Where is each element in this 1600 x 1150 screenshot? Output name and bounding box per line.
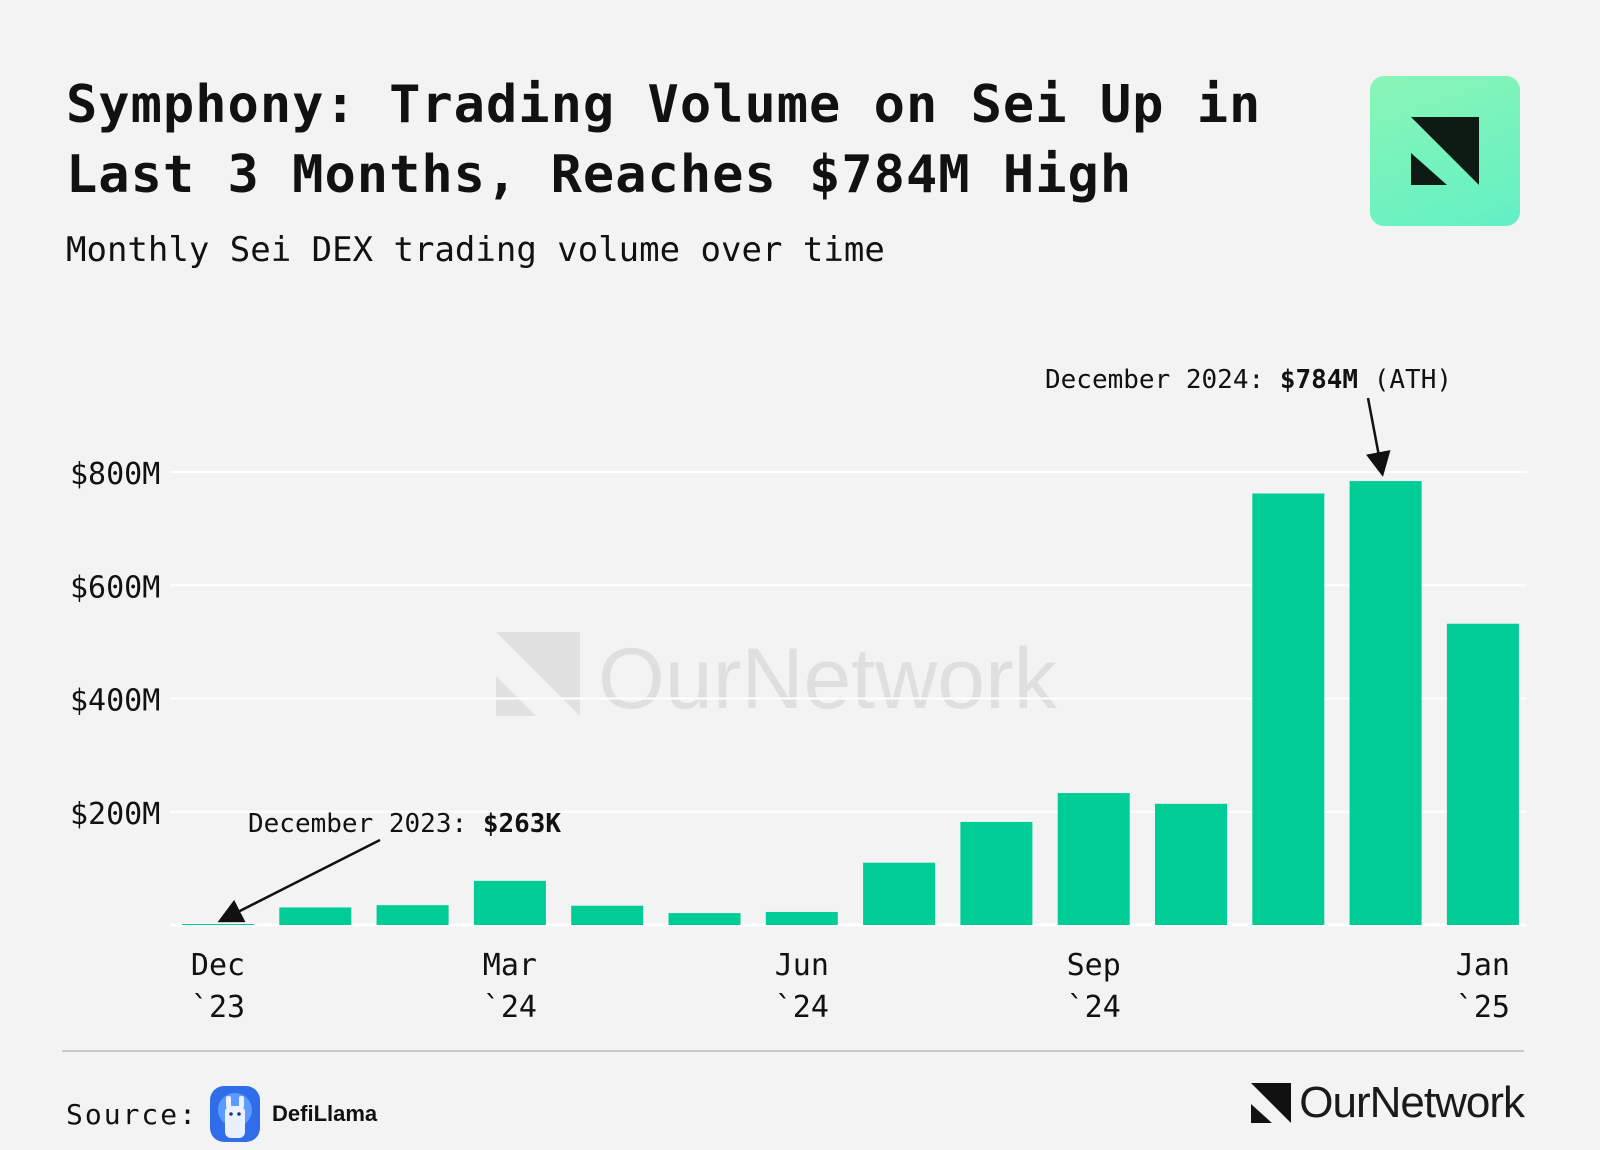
bar xyxy=(473,880,546,925)
x-tick-label: Jan `25 xyxy=(1456,948,1510,1025)
y-tick-label: $600M xyxy=(70,570,160,605)
chart-title: Symphony: Trading Volume on Sei Up in La… xyxy=(66,75,1262,205)
bar xyxy=(765,911,838,925)
annotation-label: December 2024: $784M (ATH) xyxy=(1045,365,1452,395)
bar xyxy=(1155,803,1227,925)
ournetwork-logo-icon xyxy=(1411,117,1479,185)
brand-name: OurNetwork xyxy=(1299,1078,1525,1127)
bar xyxy=(376,905,449,925)
y-tick-label: $400M xyxy=(70,684,160,719)
defillama-logo-icon xyxy=(210,1086,261,1142)
bar xyxy=(1057,793,1130,925)
annotation-arrow xyxy=(1366,397,1391,477)
brand-mark: OurNetwork xyxy=(1251,1078,1525,1128)
bar xyxy=(1252,493,1325,925)
footer-divider xyxy=(62,1050,1524,1052)
source-label: Source: xyxy=(66,1097,199,1131)
annotation-label: December 2023: $263K xyxy=(248,809,561,839)
ournetwork-logo-tile xyxy=(1370,76,1520,226)
watermark xyxy=(496,632,580,716)
x-tick-label: Jun `24 xyxy=(775,948,829,1025)
ournetwork-brand-icon xyxy=(1251,1083,1292,1123)
bar xyxy=(960,821,1033,925)
watermark-text: OurNetwork xyxy=(598,631,1058,727)
x-tick-label: Sep `24 xyxy=(1067,948,1121,1025)
bar xyxy=(1446,623,1519,925)
x-tick-label: Mar `24 xyxy=(483,948,537,1025)
bar xyxy=(279,907,352,925)
x-tick-label: Dec `23 xyxy=(191,948,245,1025)
annotation-arrow xyxy=(217,838,381,923)
source-name: DefiLlama xyxy=(272,1101,378,1126)
bar-chart: OurNetwork $200M $400M $600M $800M Dec `23 Mar `… xyxy=(70,365,1527,1025)
chart-subtitle: Monthly Sei DEX trading volume over time xyxy=(66,230,885,270)
bar xyxy=(571,905,644,925)
y-tick-label: $200M xyxy=(70,797,160,832)
y-tick-label: $800M xyxy=(70,457,160,492)
bar xyxy=(863,862,936,925)
bar xyxy=(1349,481,1422,925)
bar xyxy=(182,924,254,925)
source-attribution: Source: DefiLlama xyxy=(66,1084,377,1144)
bar xyxy=(668,913,741,925)
